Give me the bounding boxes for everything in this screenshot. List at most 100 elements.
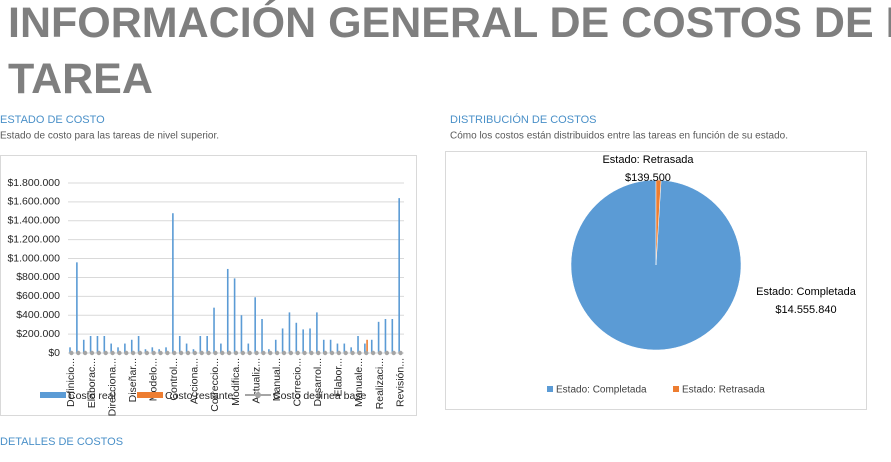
bar bbox=[366, 339, 368, 353]
x-tick-label: Control... bbox=[168, 358, 180, 401]
y-tick-label: $0 bbox=[48, 347, 60, 359]
y-tick-label: $400.000 bbox=[16, 309, 60, 321]
legend-key bbox=[673, 386, 679, 392]
bar bbox=[329, 339, 332, 353]
bar bbox=[192, 349, 195, 353]
baseline-dot bbox=[178, 350, 184, 356]
legend-label: Costo real bbox=[68, 390, 116, 402]
bar bbox=[124, 343, 126, 353]
report-title: INFORMACIÓN GENERAL DE COSTOS DE LA TAREA bbox=[8, 0, 891, 103]
y-tick-label: $600.000 bbox=[16, 290, 60, 302]
bar bbox=[377, 321, 380, 353]
baseline-dot bbox=[69, 350, 74, 356]
baseline-dot bbox=[274, 350, 280, 356]
baseline-dot bbox=[302, 350, 307, 356]
x-tick-label: Elaborac... bbox=[86, 358, 98, 408]
legend-key bbox=[547, 386, 553, 392]
data-label: $14.555.840 bbox=[775, 304, 836, 316]
baseline-dot bbox=[233, 350, 239, 356]
x-tick-label: Definicio... bbox=[65, 358, 77, 407]
baseline-dot bbox=[192, 350, 198, 356]
bar bbox=[384, 319, 387, 353]
baseline-dot bbox=[384, 350, 390, 356]
bar bbox=[178, 336, 181, 353]
legend-label: Estado: Completada bbox=[556, 385, 647, 396]
bar bbox=[309, 328, 311, 353]
baseline-dot bbox=[76, 350, 81, 356]
bar bbox=[370, 339, 373, 353]
bar bbox=[364, 343, 366, 353]
baseline-dot bbox=[103, 350, 108, 356]
y-tick-label: $1.600.000 bbox=[7, 196, 60, 208]
section-heading: DETALLES DE COSTOS bbox=[0, 436, 123, 448]
y-tick-label: $200.000 bbox=[16, 328, 60, 340]
baseline-dot bbox=[398, 350, 403, 356]
x-tick-label: Realizaci... bbox=[374, 358, 386, 409]
y-tick-label: $1.800.000 bbox=[7, 177, 60, 189]
baseline-dot bbox=[144, 350, 150, 356]
bar bbox=[247, 343, 250, 353]
baseline-dot bbox=[391, 350, 396, 356]
baseline-dot bbox=[336, 350, 342, 356]
bar bbox=[69, 347, 71, 353]
bar bbox=[151, 347, 154, 353]
baseline-dot bbox=[247, 350, 252, 356]
bar bbox=[288, 312, 291, 353]
bar bbox=[391, 319, 394, 353]
baseline-dot bbox=[350, 350, 355, 356]
x-tick-label: Elabor... bbox=[333, 358, 345, 397]
bar bbox=[137, 336, 140, 353]
bar bbox=[117, 347, 119, 353]
baseline-dot bbox=[364, 350, 369, 356]
legend-key bbox=[255, 392, 261, 398]
bar bbox=[316, 312, 318, 353]
baseline-dot bbox=[124, 350, 129, 356]
legend-label: Costo de línea base bbox=[273, 390, 367, 402]
chart-title: ESTADO DE COSTO bbox=[0, 114, 105, 126]
bar bbox=[144, 349, 147, 353]
baseline-dot bbox=[322, 350, 328, 356]
data-label: Estado: Completada bbox=[756, 286, 857, 298]
bar bbox=[233, 278, 236, 353]
data-label: $139.500 bbox=[625, 172, 671, 184]
bar bbox=[213, 307, 215, 353]
bar bbox=[96, 336, 99, 353]
bar bbox=[206, 336, 208, 353]
x-tick-label: Manual... bbox=[271, 358, 283, 401]
bar bbox=[199, 336, 202, 353]
baseline-dot bbox=[137, 350, 143, 356]
pie-slice bbox=[655, 179, 662, 266]
chart-title: DISTRIBUCIÓN DE COSTOS bbox=[450, 113, 596, 126]
x-tick-label: Correccio... bbox=[209, 358, 221, 412]
y-tick-label: $1.400.000 bbox=[7, 215, 60, 227]
bar bbox=[172, 213, 174, 353]
baseline-dot bbox=[329, 350, 335, 356]
baseline-dot bbox=[158, 350, 163, 356]
chart-subtitle: Cómo los costos están distribuidos entre… bbox=[450, 131, 788, 142]
baseline-dot bbox=[220, 350, 225, 356]
baseline-dot bbox=[370, 350, 376, 356]
bar bbox=[110, 343, 112, 353]
bar bbox=[254, 297, 256, 353]
bar bbox=[158, 349, 160, 353]
bar bbox=[295, 322, 298, 353]
baseline-dot bbox=[226, 350, 232, 356]
baseline-dot bbox=[309, 350, 314, 356]
bar bbox=[226, 268, 229, 353]
bar bbox=[336, 343, 339, 353]
x-tick-label: Desarrol... bbox=[312, 358, 324, 406]
bar bbox=[261, 319, 263, 353]
legend-key bbox=[137, 392, 163, 398]
x-tick-label: Actualiz... bbox=[250, 358, 262, 404]
x-tick-label: Direcciona... bbox=[106, 358, 118, 416]
baseline-dot bbox=[165, 350, 170, 356]
bar bbox=[130, 339, 133, 353]
x-tick-label: Diseñar... bbox=[127, 358, 139, 402]
bar bbox=[357, 336, 359, 353]
bar bbox=[268, 349, 270, 353]
baseline-dot bbox=[316, 350, 321, 356]
bar bbox=[82, 339, 85, 353]
bar bbox=[89, 336, 92, 353]
baseline-dot bbox=[240, 350, 246, 356]
x-tick-label: Correcio... bbox=[291, 358, 303, 406]
